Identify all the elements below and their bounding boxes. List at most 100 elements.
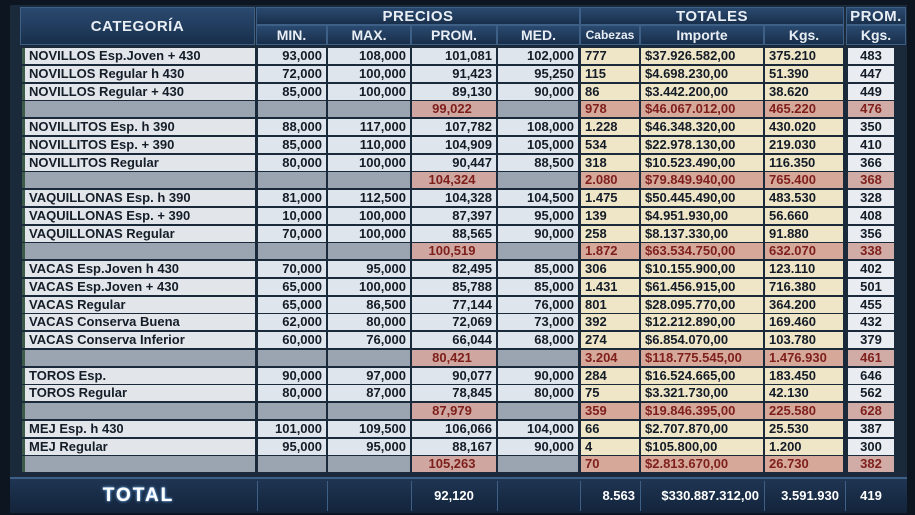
header-totales: TOTALES	[580, 7, 844, 25]
total-cabezas: 8.563	[602, 488, 635, 503]
table-row: VACAS Esp.Joven + 430 65,000 100,000 85,788…	[10, 278, 907, 296]
med-price-cell: 102,000	[498, 48, 578, 64]
avg-price-cell: 82,495	[412, 261, 496, 277]
avg-price-cell: 91,423	[412, 65, 496, 82]
category-cell: NOVILLITOS Esp. h 390	[22, 119, 255, 135]
subtotal-row: 99,022 978 $46.067.012,00 465.220 476	[10, 100, 907, 118]
avg-price-cell: 72,069	[412, 314, 496, 331]
cabezas-cell: 359	[581, 403, 639, 419]
cabezas-cell: 392	[581, 314, 639, 331]
avg-price-cell: 66,044	[412, 332, 496, 348]
importe-cell: $3.442.200,00	[641, 83, 763, 100]
prom-kgs-cell: 461	[848, 349, 894, 366]
importe-cell: $22.978.130,00	[641, 136, 763, 153]
category-cell: VACAS Esp.Joven + 430	[22, 278, 255, 295]
max-price-cell: 100,000	[328, 154, 410, 171]
med-price-cell	[498, 403, 578, 419]
header-kgs: Kgs.	[764, 25, 844, 45]
table-row: VAQUILLONAS Esp. + 390 10,000 100,000 87,39…	[10, 207, 907, 225]
prom-kgs-cell: 350	[848, 119, 894, 135]
importe-cell: $61.456.915,00	[641, 278, 763, 295]
max-price-cell: 108,000	[328, 48, 410, 64]
header-med: MED.	[497, 25, 580, 45]
avg-price-cell: 88,167	[412, 438, 496, 455]
min-price-cell	[258, 349, 326, 366]
cabezas-cell: 1.475	[581, 190, 639, 206]
header-categoria: CATEGORÍA	[20, 7, 255, 45]
importe-cell: $28.095.770,00	[641, 296, 763, 313]
avg-price-cell: 104,324	[412, 172, 496, 189]
avg-price-cell: 88,565	[412, 225, 496, 242]
category-cell: VACAS Esp.Joven h 430	[22, 261, 255, 277]
cattle-prices-board: CATEGORÍA PRECIOS TOTALES PROM. MIN. MAX…	[10, 5, 907, 513]
importe-cell: $2.707.870,00	[641, 420, 763, 437]
importe-cell: $46.067.012,00	[641, 101, 763, 118]
max-price-cell	[328, 456, 410, 473]
kgs-cell: 716.380	[765, 278, 843, 295]
kgs-cell: 765.400	[765, 172, 843, 189]
prom-kgs-cell: 387	[848, 420, 894, 437]
min-price-cell: 65,000	[258, 278, 326, 295]
category-cell: NOVILLITOS Regular	[22, 154, 255, 171]
min-price-cell: 72,000	[258, 65, 326, 82]
category-cell	[22, 172, 255, 189]
kgs-cell: 51.390	[765, 65, 843, 82]
prom-kgs-cell: 356	[848, 225, 894, 242]
cabezas-cell: 1.431	[581, 278, 639, 295]
kgs-cell: 42.130	[765, 385, 843, 402]
category-cell: VAQUILLONAS Esp. + 390	[22, 207, 255, 224]
kgs-cell: 25.530	[765, 420, 843, 437]
med-price-cell	[498, 349, 578, 366]
max-price-cell: 100,000	[328, 83, 410, 100]
total-prom-kgs: 419	[860, 488, 882, 503]
category-cell: NOVILLOS Esp.Joven + 430	[22, 48, 255, 64]
med-price-cell: 73,000	[498, 314, 578, 331]
cabezas-cell: 534	[581, 136, 639, 153]
min-price-cell: 10,000	[258, 207, 326, 224]
prom-kgs-cell: 366	[848, 154, 894, 171]
table-row: NOVILLITOS Esp. h 390 88,000 117,000 107,78…	[10, 118, 907, 136]
cabezas-cell: 258	[581, 225, 639, 242]
max-price-cell: 76,000	[328, 332, 410, 348]
avg-price-cell: 100,519	[412, 243, 496, 260]
med-price-cell: 90,000	[498, 225, 578, 242]
min-price-cell	[258, 403, 326, 419]
prom-kgs-cell: 455	[848, 296, 894, 313]
cabezas-cell: 284	[581, 367, 639, 384]
avg-price-cell: 104,909	[412, 136, 496, 153]
table-row: VAQUILLONAS Esp. h 390 81,000 112,500 104,3…	[10, 189, 907, 207]
importe-cell: $10.155.900,00	[641, 261, 763, 277]
kgs-cell: 38.620	[765, 83, 843, 100]
max-price-cell: 80,000	[328, 314, 410, 331]
header-cabezas: Cabezas	[580, 25, 640, 45]
prom-kgs-cell: 449	[848, 83, 894, 100]
importe-cell: $3.321.730,00	[641, 385, 763, 402]
med-price-cell: 108,000	[498, 119, 578, 135]
importe-cell: $12.212.890,00	[641, 314, 763, 331]
kgs-cell: 1.476.930	[765, 349, 843, 366]
kgs-cell: 430.020	[765, 119, 843, 135]
prom-kgs-cell: 476	[848, 101, 894, 118]
kgs-cell: 483.530	[765, 190, 843, 206]
med-price-cell: 95,250	[498, 65, 578, 82]
max-price-cell	[328, 101, 410, 118]
table-row: VACAS Conserva Inferior 60,000 76,000 66,04…	[10, 331, 907, 349]
category-cell: NOVILLOS Regular h 430	[22, 65, 255, 82]
min-price-cell: 81,000	[258, 190, 326, 206]
importe-cell: $19.846.395,00	[641, 403, 763, 419]
avg-price-cell: 99,022	[412, 101, 496, 118]
med-price-cell	[498, 101, 578, 118]
kgs-cell: 465.220	[765, 101, 843, 118]
kgs-cell: 169.460	[765, 314, 843, 331]
subtotal-row: 87,979 359 $19.846.395,00 225.580 628	[10, 402, 907, 420]
avg-price-cell: 85,788	[412, 278, 496, 295]
category-cell: VAQUILLONAS Regular	[22, 225, 255, 242]
max-price-cell: 112,500	[328, 190, 410, 206]
subtotal-row: 104,324 2.080 $79.849.940,00 765.400 368	[10, 171, 907, 189]
med-price-cell	[498, 243, 578, 260]
category-cell: NOVILLITOS Esp. + 390	[22, 136, 255, 153]
category-cell	[22, 456, 255, 473]
max-price-cell: 87,000	[328, 385, 410, 402]
cabezas-cell: 3.204	[581, 349, 639, 366]
med-price-cell: 88,500	[498, 154, 578, 171]
